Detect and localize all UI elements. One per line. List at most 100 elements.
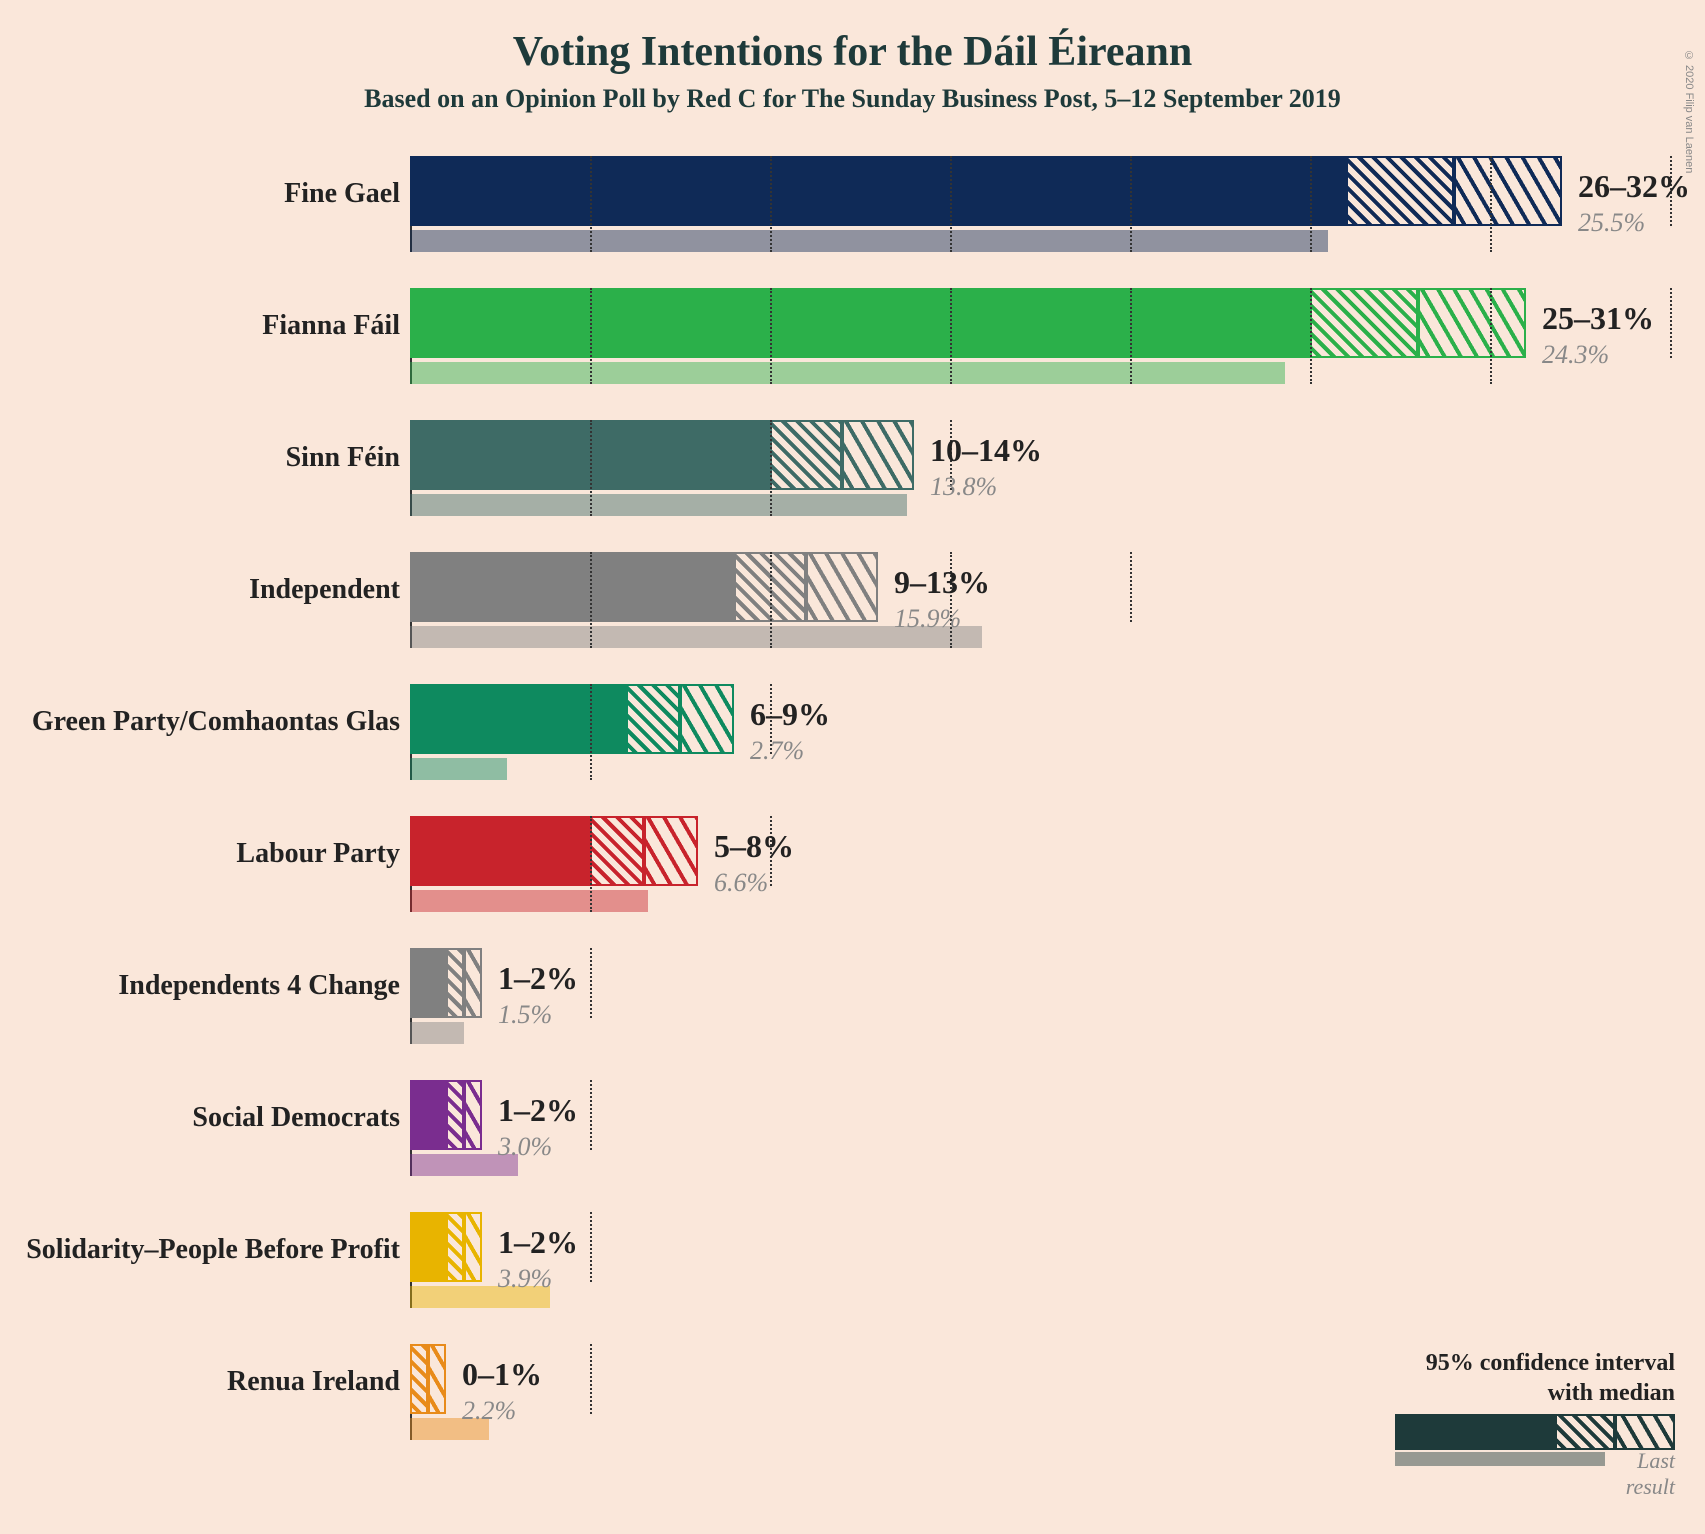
legend-text: 95% confidence interval with median	[1395, 1348, 1675, 1408]
legend: 95% confidence interval with median Last…	[1395, 1348, 1675, 1474]
last-result-bar	[410, 230, 1328, 252]
grid-line	[1130, 552, 1132, 622]
last-result-bar	[410, 362, 1285, 384]
legend-crosshatch	[1555, 1414, 1615, 1450]
range-label: 26–32%	[1578, 168, 1690, 205]
grid-line	[590, 552, 592, 648]
party-name: Labour Party	[236, 838, 400, 870]
bar-solid	[410, 948, 446, 1018]
party-name: Solidarity–People Before Profit	[26, 1234, 400, 1266]
grid-line	[1130, 288, 1132, 384]
grid-line	[950, 156, 952, 252]
range-label: 1–2%	[498, 1092, 578, 1129]
bar-crosshatch	[446, 1212, 464, 1282]
range-label: 5–8%	[714, 828, 794, 865]
grid-line	[590, 288, 592, 384]
grid-line	[590, 1344, 592, 1414]
party-name: Fianna Fáil	[262, 310, 400, 342]
bar-crosshatch	[446, 1080, 464, 1150]
party-row: Fine Gael 26–32%25.5%	[0, 150, 1705, 282]
party-name: Green Party/Comhaontas Glas	[32, 706, 400, 738]
chart-subtitle: Based on an Opinion Poll by Red C for Th…	[0, 76, 1705, 114]
grid-line	[1490, 288, 1492, 384]
party-name: Fine Gael	[284, 178, 400, 210]
bar-solid	[410, 684, 626, 754]
party-name: Independent	[249, 574, 400, 606]
bar-diag-hatch	[464, 1080, 482, 1150]
party-name: Renua Ireland	[227, 1366, 400, 1398]
last-result-label: 1.5%	[498, 1000, 552, 1030]
grid-line	[770, 156, 772, 252]
party-name: Social Democrats	[192, 1102, 400, 1134]
party-name: Independents 4 Change	[118, 970, 400, 1002]
last-result-bar	[410, 494, 907, 516]
grid-line	[590, 1080, 592, 1150]
bar-solid	[410, 1212, 446, 1282]
party-row: Labour Party 5–8%6.6%	[0, 810, 1705, 942]
last-result-label: 15.9%	[894, 604, 961, 634]
range-label: 10–14%	[930, 432, 1042, 469]
grid-line	[590, 948, 592, 1018]
last-result-label: 25.5%	[1578, 208, 1645, 238]
bar-crosshatch	[446, 948, 464, 1018]
bar-crosshatch	[1310, 288, 1418, 358]
bar-chart: Fine Gael 26–32%25.5% Fianna Fáil 25–31%24.…	[0, 150, 1705, 1470]
bar-crosshatch	[410, 1344, 428, 1414]
range-label: 9–13%	[894, 564, 990, 601]
party-row: Sinn Féin 10–14%13.8%	[0, 414, 1705, 546]
grid-line	[1310, 156, 1312, 252]
bar-crosshatch	[590, 816, 644, 886]
last-result-bar	[410, 758, 507, 780]
legend-line-2: with median	[1548, 1380, 1675, 1406]
party-row: Social Democrats1–2%3.0%	[0, 1074, 1705, 1206]
legend-line-1: 95% confidence interval	[1426, 1350, 1675, 1376]
bar-diag-hatch	[464, 1212, 482, 1282]
bar-solid	[410, 288, 1310, 358]
party-row: Solidarity–People Before Profit 1–2%3.9%	[0, 1206, 1705, 1338]
last-result-bar	[410, 890, 648, 912]
last-result-label: 6.6%	[714, 868, 768, 898]
grid-line	[770, 420, 772, 516]
grid-line	[1130, 156, 1132, 252]
last-result-label: 13.8%	[930, 472, 997, 502]
bar-diag-hatch	[806, 552, 878, 622]
bar-solid	[410, 816, 590, 886]
bar-diag-hatch	[680, 684, 734, 754]
last-result-bar	[410, 1022, 464, 1044]
bar-solid	[410, 156, 1346, 226]
grid-line	[1670, 288, 1672, 358]
grid-line	[1310, 288, 1312, 384]
grid-line	[590, 684, 592, 780]
bar-diag-hatch	[1454, 156, 1562, 226]
legend-diag-hatch	[1615, 1414, 1675, 1450]
last-result-label: 3.9%	[498, 1264, 552, 1294]
bar-solid	[410, 552, 734, 622]
bar-solid	[410, 1080, 446, 1150]
party-row: Independents 4 Change 1–2%1.5%	[0, 942, 1705, 1074]
party-row: Green Party/Comhaontas Glas 6–9%2.7%	[0, 678, 1705, 810]
bar-diag-hatch	[644, 816, 698, 886]
grid-line	[590, 420, 592, 516]
range-label: 1–2%	[498, 960, 578, 997]
last-result-label: 2.2%	[462, 1396, 516, 1426]
legend-last-bar	[1395, 1452, 1605, 1466]
party-name: Sinn Féin	[286, 442, 400, 474]
last-result-label: 2.7%	[750, 736, 804, 766]
party-row: Independent 9–13%15.9%	[0, 546, 1705, 678]
grid-line	[950, 288, 952, 384]
range-label: 6–9%	[750, 696, 830, 733]
grid-line	[770, 552, 772, 648]
bar-diag-hatch	[464, 948, 482, 1018]
range-label: 25–31%	[1542, 300, 1654, 337]
grid-line	[590, 816, 592, 912]
bar-crosshatch	[1346, 156, 1454, 226]
party-row: Fianna Fáil 25–31%24.3%	[0, 282, 1705, 414]
last-result-label: 24.3%	[1542, 340, 1609, 370]
bar-diag-hatch	[842, 420, 914, 490]
range-label: 1–2%	[498, 1224, 578, 1261]
bar-crosshatch	[626, 684, 680, 754]
bar-diag-hatch	[1418, 288, 1526, 358]
legend-sample: Last result	[1395, 1414, 1675, 1474]
range-label: 0–1%	[462, 1356, 542, 1393]
legend-last-label: Last result	[1610, 1448, 1675, 1500]
